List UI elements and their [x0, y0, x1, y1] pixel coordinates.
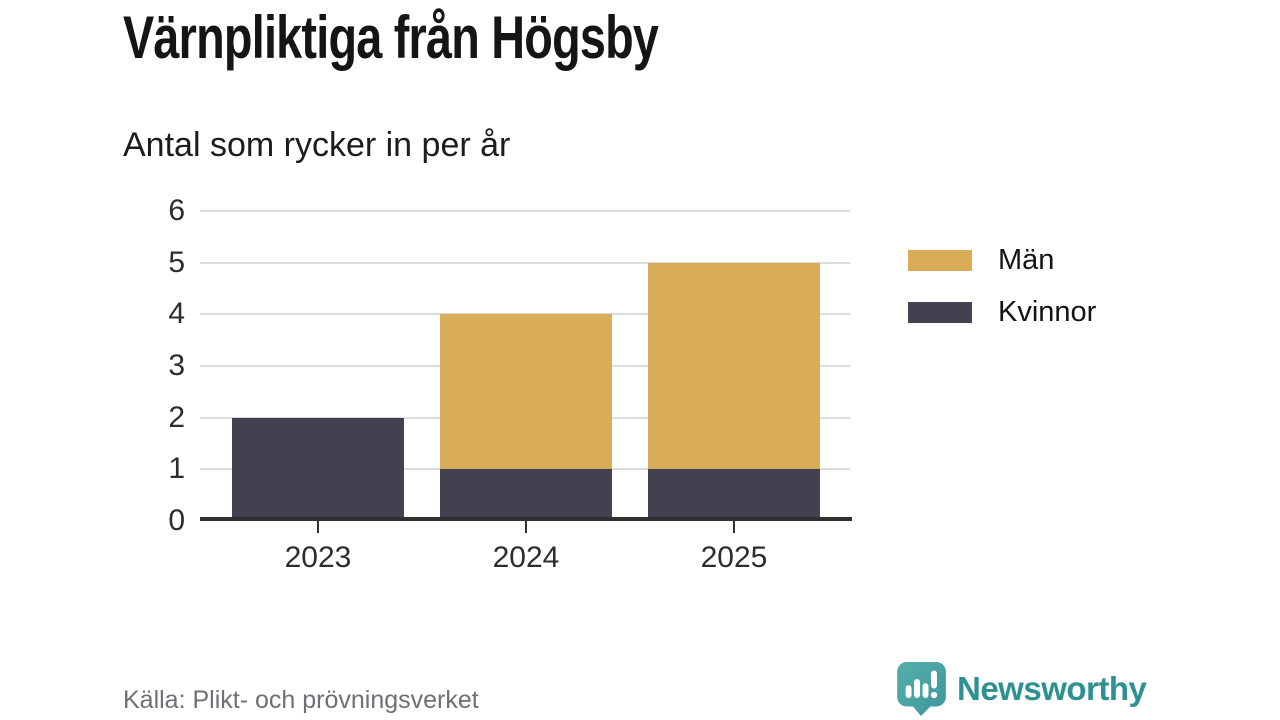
- y-tick-label: 3: [168, 349, 185, 382]
- x-axis-tick: [733, 521, 735, 533]
- newsworthy-logo: Newsworthy: [897, 662, 1147, 716]
- bar-segment-kvinnor-2023: [232, 417, 404, 521]
- legend-swatch: [908, 249, 972, 271]
- bar-segment-män-2024: [440, 314, 612, 470]
- legend-item-män: Män: [908, 244, 1096, 276]
- newsworthy-wordmark: Newsworthy: [957, 670, 1147, 707]
- source-note: Källa: Plikt- och prövningsverket: [123, 686, 479, 714]
- x-tick-label: 2024: [492, 541, 560, 574]
- x-axis-tick: [317, 521, 319, 533]
- x-tick-label: 2023: [284, 541, 352, 574]
- x-tick-label: 2025: [700, 541, 768, 574]
- y-tick-label: 1: [168, 452, 185, 486]
- y-tick-label: 4: [168, 297, 185, 331]
- legend-label: Män: [998, 244, 1055, 276]
- gridline: [200, 210, 850, 212]
- gridline: [200, 261, 850, 264]
- chart-subtitle: Antal som rycker in per år: [123, 126, 511, 164]
- newsworthy-chart-bubble-icon: [897, 662, 946, 716]
- y-tick-label: 5: [168, 245, 185, 279]
- x-axis-tick: [525, 521, 527, 533]
- y-tick-label: 2: [168, 400, 185, 434]
- x-axis-line: [200, 517, 852, 521]
- bar-segment-kvinnor-2024: [440, 469, 612, 521]
- legend-swatch: [908, 301, 972, 323]
- page-title: Värnpliktiga från Högsby: [123, 4, 659, 71]
- y-tick-label: 6: [168, 194, 185, 227]
- legend: Män Kvinnor: [908, 244, 1096, 328]
- bar-segment-män-2025: [648, 262, 820, 470]
- y-tick-label: 0: [168, 504, 185, 537]
- legend-label: Kvinnor: [998, 296, 1097, 328]
- bar-segment-kvinnor-2025: [648, 469, 820, 521]
- legend-item-kvinnor: Kvinnor: [908, 296, 1096, 328]
